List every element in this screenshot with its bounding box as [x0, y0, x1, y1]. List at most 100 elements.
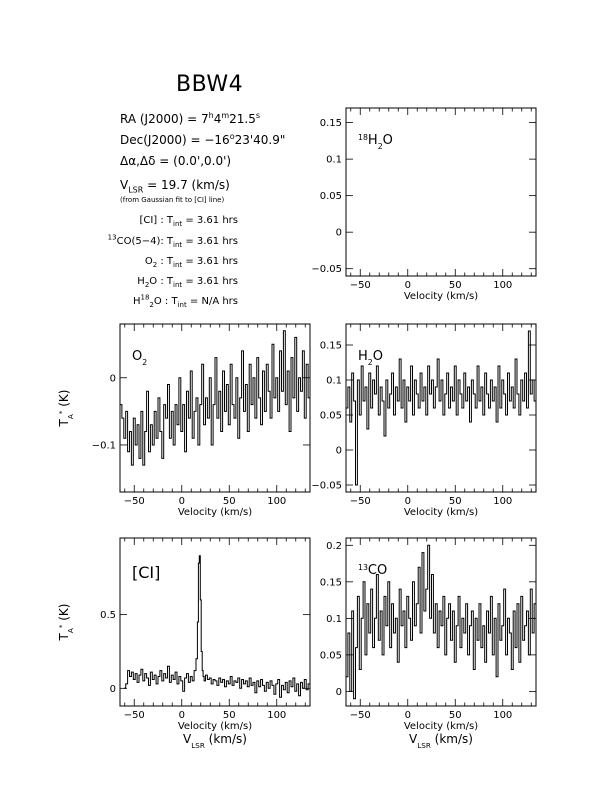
y-axis-label-main: T [57, 418, 71, 427]
y-tick-label: 0.05 [320, 650, 342, 661]
x-tick-label: 100 [267, 496, 286, 507]
spectrum-panel-h218o: −50 0 50 100 −0.05 0 0.05 0.1 0.15 Velocity (km/s… [311, 107, 537, 302]
observation-row: O2 : Tint = 3.61 hrs [144, 256, 238, 269]
obs-tint-value: = 3.61 hrs [182, 256, 238, 267]
x-axis-label: Velocity (km/s) [404, 507, 478, 518]
ra-seconds: 21.5 [229, 112, 256, 126]
panel-label-main: [CI] [132, 563, 160, 582]
x-tick-label: 50 [449, 496, 462, 507]
panel-label-sub: 2 [142, 358, 147, 367]
obs-line-name: CO(5−4) [116, 236, 161, 247]
x-axis-label-vlsr: VLSR (km/s) [183, 732, 247, 750]
y-axis-label-unit: (K) [57, 604, 71, 625]
y-tick-label: 0.05 [320, 191, 342, 202]
x-tick-label: −50 [350, 280, 371, 291]
vlsr-value: = 19.7 (km/s) [143, 178, 230, 192]
y-axis-label-sup: * [57, 624, 66, 628]
x-axis-label: Velocity (km/s) [404, 291, 478, 302]
vlsr-sub: LSR [128, 185, 144, 195]
y-tick-label: 0.05 [320, 411, 342, 422]
dec-line: Dec(J2000) = −16o23'40.9" [120, 132, 286, 148]
y-tick-label: −0.1 [92, 440, 116, 451]
observation-row: 13CO(5−4): Tint = 3.61 hrs [107, 233, 238, 248]
panel-label: 18H2O [358, 133, 393, 151]
dec-label: Dec(J2000) = [120, 133, 205, 147]
obs-line-name: [CI] [139, 215, 158, 226]
offset-label: Δα,Δδ = [120, 154, 174, 168]
obs-line-prefix: H [132, 296, 141, 307]
x-tick-label: −50 [350, 710, 371, 721]
spectrum-panel-ci: −50 0 50 100 0 0.5 Velocity (km/s)VLSR (km/s) T… [57, 537, 311, 750]
y-tick-label: 0.5 [100, 610, 116, 621]
obs-tint-label: : T [157, 276, 174, 287]
y-tick-label: 0.15 [320, 577, 342, 588]
obs-line-subscript: 2 [144, 281, 150, 289]
y-tick-label: 0 [110, 684, 116, 695]
obs-tint-label: : T [161, 296, 178, 307]
y-axis-label-sup: * [57, 410, 66, 414]
x-axis-label2-unit: (km/s) [205, 732, 247, 746]
x-axis-label: Velocity (km/s) [178, 507, 252, 518]
obs-line-subscript: 2 [152, 261, 158, 269]
y-tick-label: 0 [336, 687, 342, 698]
obs-line-name: O [144, 256, 153, 267]
y-tick-label: 0.15 [320, 118, 342, 129]
y-tick-label: 0.2 [326, 541, 342, 552]
x-tick-label: 50 [223, 496, 236, 507]
x-tick-label: 100 [493, 710, 512, 721]
x-axis-label2-unit: (km/s) [431, 732, 473, 746]
y-axis-label-main: T [57, 632, 71, 641]
y-tick-label: 0.15 [320, 341, 342, 352]
panel-label-sub: 2 [368, 358, 373, 367]
ra-label: RA (J2000) = [120, 112, 201, 126]
y-axis-label-unit: (K) [57, 390, 71, 411]
x-axis-label2-sub: LSR [417, 741, 431, 750]
x-tick-label: 0 [405, 710, 411, 721]
x-tick-label: 50 [449, 280, 462, 291]
dec-rest: 23'40.9" [234, 133, 286, 147]
obs-tint-subscript: int [173, 261, 183, 269]
panel-label-main: H [358, 349, 368, 364]
x-tick-label: 0 [179, 710, 185, 721]
x-tick-label: 50 [223, 710, 236, 721]
ra-seconds-unit: s [255, 111, 261, 120]
x-tick-label: 0 [405, 496, 411, 507]
obs-tint-value: = 3.61 hrs [182, 276, 238, 287]
panel-label: O2 [132, 349, 147, 367]
panel-label-main: O [132, 349, 142, 364]
obs-line-isotope: 13 [107, 233, 117, 242]
spectrum-panel-13co: −50 0 50 100 0 0.05 0.1 0.15 0.2 Velocity (km/s)V… [320, 537, 537, 750]
x-axis-label2-sub: LSR [191, 741, 205, 750]
dec-degrees-unit: o [229, 132, 235, 141]
spectrum-panel-h2o: −50 0 50 100 −0.05 0 0.05 0.1 0.15 Velocity (km/s… [311, 323, 537, 518]
y-tick-label: 0 [336, 228, 342, 239]
y-axis-label: TA* (K) [57, 390, 75, 428]
obs-tint-value: = 3.61 hrs [182, 236, 238, 247]
y-tick-label: 0.1 [326, 376, 342, 387]
panel-label: 13CO [358, 563, 387, 579]
y-axis-label-sub: A [66, 414, 75, 419]
x-tick-label: 100 [493, 496, 512, 507]
obs-tint-subscript: int [173, 281, 183, 289]
obs-line-subscript: 2 [149, 301, 154, 309]
y-axis-label: TA* (K) [57, 604, 75, 642]
obs-tint-value: = 3.61 hrs [182, 215, 238, 226]
observation-row: H182O : Tint = N/A hrs [132, 294, 238, 309]
vlsr-line: VLSR = 19.7 (km/s) [120, 178, 230, 195]
obs-tint-label: : T [157, 215, 174, 226]
y-tick-label: 0 [110, 373, 116, 384]
vlsr-note: (from Gaussian fit to [CI] line) [120, 196, 225, 204]
x-tick-label: 0 [405, 280, 411, 291]
panel-label-sub: 2 [378, 142, 383, 151]
obs-tint-label: : T [157, 256, 174, 267]
plot-frame [119, 537, 311, 707]
x-tick-label: −50 [124, 496, 145, 507]
y-tick-label: −0.05 [311, 264, 342, 275]
plot-frame [345, 107, 537, 277]
obs-tint-subscript: int [173, 220, 183, 228]
x-tick-label: −50 [350, 496, 371, 507]
ra-hours: 7 [201, 112, 209, 126]
